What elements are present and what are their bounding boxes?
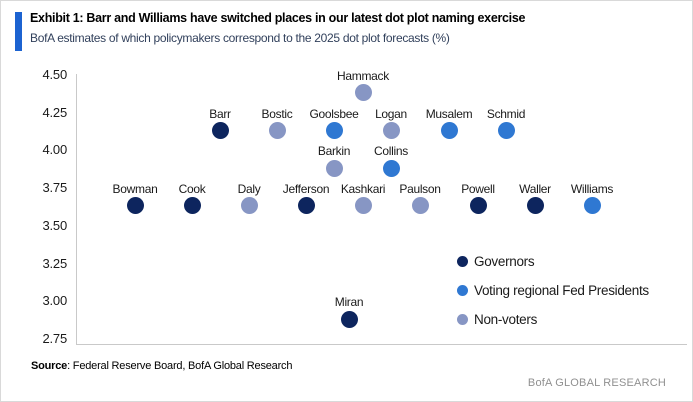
- chart-legend: Governors Voting regional Fed Presidents N…: [457, 247, 649, 334]
- legend-dot-icon: [457, 256, 468, 267]
- dot-label-musalem: Musalem: [425, 106, 473, 121]
- x-axis-line: [76, 344, 687, 345]
- legend-item-governor: Governors: [457, 247, 649, 276]
- dot-label-kashkari: Kashkari: [340, 181, 386, 196]
- source-label: Source: [31, 360, 68, 372]
- dot-kashkari: [354, 197, 372, 215]
- dot-label-jefferson: Jefferson: [282, 181, 330, 196]
- dot-waller: [526, 197, 544, 215]
- dot-musalem: [440, 122, 458, 140]
- dot-label-collins: Collins: [374, 144, 408, 159]
- dot-barr: [211, 122, 229, 140]
- y-axis-tick: 3.00: [42, 293, 67, 309]
- dot-barkin: [325, 159, 343, 177]
- brand-mark: BofA GLOBAL RESEARCH: [527, 377, 666, 389]
- dot-label-schmid: Schmid: [486, 106, 526, 121]
- dot-powell: [469, 197, 487, 215]
- y-axis-tick: 4.00: [42, 142, 67, 158]
- dot-label-hammack: Hammack: [337, 68, 389, 83]
- dot-bostic: [268, 122, 286, 140]
- dot-collins: [382, 159, 400, 177]
- dot-label-daly: Daly: [237, 181, 261, 196]
- dot-label-paulson: Paulson: [399, 181, 441, 196]
- dot-hammack: [354, 84, 372, 102]
- y-axis-line: [76, 74, 77, 344]
- dot-miran: [340, 310, 358, 328]
- dot-label-powell: Powell: [461, 181, 495, 196]
- legend-label: Governors: [474, 254, 535, 269]
- legend-dot-icon: [457, 285, 468, 296]
- legend-item-voter: Voting regional Fed Presidents: [457, 276, 649, 305]
- legend-item-non-voter: Non-voters: [457, 305, 649, 334]
- dot-logan: [382, 122, 400, 140]
- dot-schmid: [497, 122, 515, 140]
- title-accent-bar: [15, 12, 22, 51]
- dot-label-bowman: Bowman: [112, 181, 158, 196]
- dot-label-williams: Williams: [570, 181, 614, 196]
- dot-label-logan: Logan: [375, 106, 407, 121]
- y-axis-tick: 2.75: [42, 330, 67, 346]
- dot-label-miran: Miran: [334, 295, 364, 310]
- source-note: Source: Federal Reserve Board, BofA Glob…: [31, 360, 292, 372]
- dot-label-waller: Waller: [519, 181, 551, 196]
- dot-paulson: [411, 197, 429, 215]
- dot-williams: [583, 197, 601, 215]
- dot-goolsbee: [325, 122, 343, 140]
- y-axis-tick: 3.75: [42, 180, 67, 196]
- dot-label-goolsbee: Goolsbee: [309, 106, 359, 121]
- dot-jefferson: [297, 197, 315, 215]
- legend-label: Voting regional Fed Presidents: [474, 283, 649, 298]
- source-text: : Federal Reserve Board, BofA Global Res…: [67, 360, 293, 372]
- dot-daly: [240, 197, 258, 215]
- exhibit-title: Exhibit 1: Barr and Williams have switch…: [30, 11, 526, 25]
- dot-bowman: [126, 197, 144, 215]
- legend-label: Non-voters: [474, 312, 538, 327]
- dot-label-cook: Cook: [178, 181, 206, 196]
- legend-dot-icon: [457, 314, 468, 325]
- dot-label-barkin: Barkin: [317, 144, 351, 159]
- y-axis-tick: 4.25: [42, 104, 67, 120]
- y-axis-tick: 3.50: [42, 217, 67, 233]
- y-axis-tick: 4.50: [42, 67, 67, 82]
- exhibit-subtitle: BofA estimates of which policymakers cor…: [30, 31, 450, 45]
- dot-label-bostic: Bostic: [261, 106, 293, 121]
- dot-cook: [183, 197, 201, 215]
- dot-label-barr: Barr: [209, 106, 231, 121]
- y-axis-tick: 3.25: [42, 255, 67, 271]
